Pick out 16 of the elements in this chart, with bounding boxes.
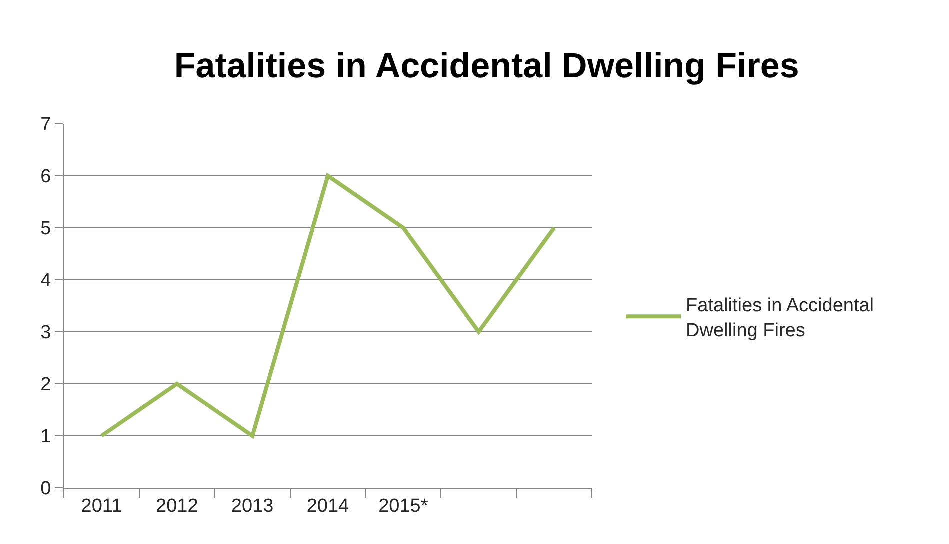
legend-label: Fatalities in Accidental Dwelling Fires: [686, 296, 874, 342]
x-tick-label: 2015*: [378, 496, 429, 517]
x-tick-label: 2014: [306, 496, 350, 517]
y-tick-label: 2: [40, 374, 52, 396]
y-tick-label: 5: [40, 218, 52, 240]
line-series: [100, 174, 556, 438]
chart-title: Fatalities in Accidental Dwelling Fires: [174, 46, 800, 86]
y-tick-label: 6: [40, 166, 52, 188]
x-tick-label: 2011: [81, 496, 122, 517]
x-tick-label: 2013: [231, 496, 274, 517]
y-tick-label: 0: [40, 478, 52, 500]
x-tick-label: 2012: [156, 496, 198, 517]
y-tick-label: 4: [40, 270, 52, 292]
y-tick-label: 7: [40, 114, 52, 136]
y-tick-label: 3: [40, 322, 52, 344]
y-tick-label: 1: [40, 426, 52, 448]
